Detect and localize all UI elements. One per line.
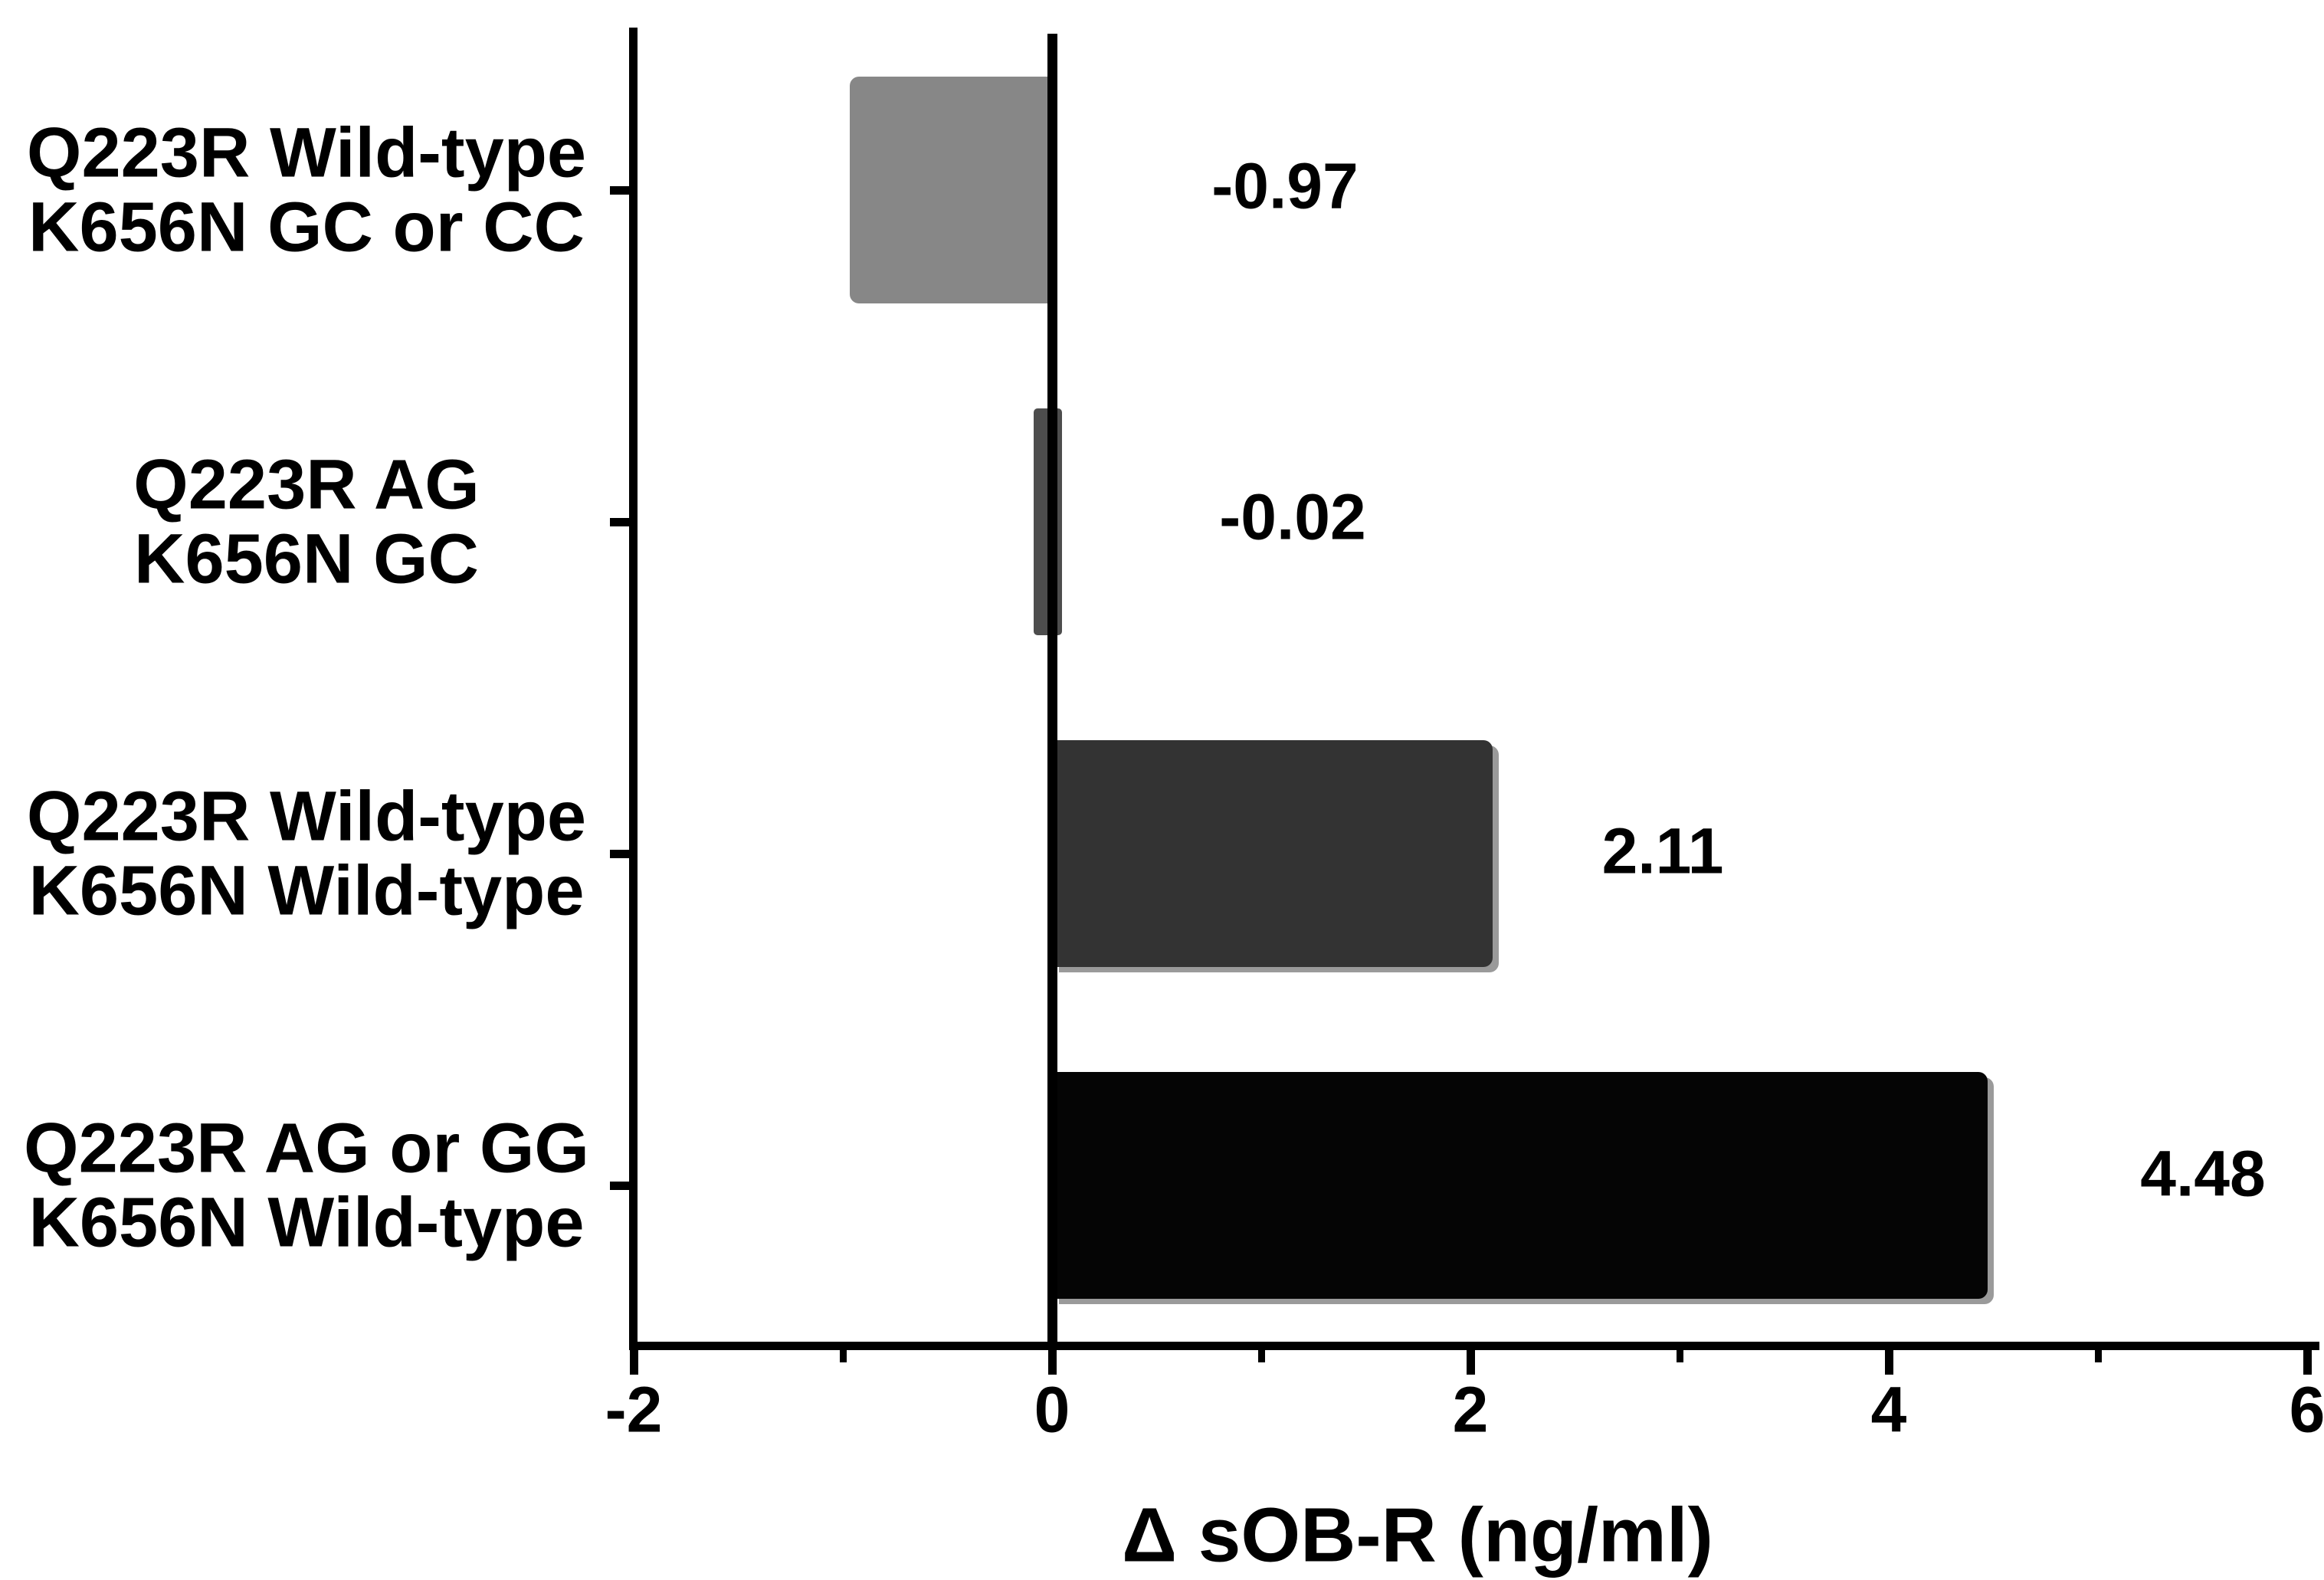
category-label-line1: Q223R AG or GG (24, 1109, 589, 1188)
category-label-line2: K656N GC or CC (28, 188, 585, 266)
category-label-line1: Q223R Wild-type (26, 777, 587, 856)
x-axis-title: Δ sOB-R (ng/ml) (1122, 1492, 1713, 1578)
y-axis-tick (610, 1182, 630, 1190)
x-axis-line (629, 1342, 2319, 1350)
bar-value-label: -0.97 (1211, 149, 1359, 222)
x-axis-minor-tick (1258, 1347, 1265, 1362)
y-axis-tick (610, 850, 630, 858)
y-axis-tick (610, 186, 630, 195)
x-tick-label: 6 (2289, 1373, 2324, 1446)
x-tick-label: -2 (605, 1373, 663, 1446)
bar (1052, 740, 1493, 967)
x-axis-major-tick (2303, 1347, 2312, 1375)
x-axis-minor-tick (2095, 1347, 2102, 1362)
category-label-line1: Q223R AG (133, 445, 480, 524)
x-axis-minor-tick (840, 1347, 847, 1362)
x-tick-label: 4 (1870, 1373, 1907, 1446)
bar (850, 77, 1053, 303)
bar-value-label: 2.11 (1601, 815, 1724, 887)
category-label: Q223R Wild-type K656N Wild-type (11, 779, 601, 927)
x-tick-label: 2 (1452, 1373, 1489, 1446)
y-axis-line (629, 28, 638, 1348)
x-axis-major-tick (630, 1347, 638, 1375)
bar-value-label: 4.48 (2140, 1137, 2266, 1210)
x-axis-major-tick (1048, 1347, 1057, 1375)
category-label: Q223R Wild-type K656N GC or CC (11, 116, 601, 264)
x-axis-major-tick (1467, 1347, 1475, 1375)
category-label-line2: K656N Wild-type (28, 1183, 585, 1261)
zero-baseline (1047, 34, 1057, 1347)
category-label: Q223R AG or GG K656N Wild-type (11, 1111, 601, 1259)
x-axis-minor-tick (1677, 1347, 1683, 1362)
category-label-line1: Q223R Wild-type (26, 113, 587, 192)
x-tick-label: 0 (1034, 1373, 1070, 1446)
bar (1052, 1072, 1988, 1299)
y-axis-tick (610, 518, 630, 526)
category-label: Q223R AG K656N GC (11, 447, 601, 595)
x-axis-major-tick (1885, 1347, 1893, 1375)
category-label-line2: K656N Wild-type (28, 851, 585, 929)
bar-value-label: -0.02 (1219, 480, 1366, 553)
category-label-line2: K656N GC (134, 520, 479, 598)
